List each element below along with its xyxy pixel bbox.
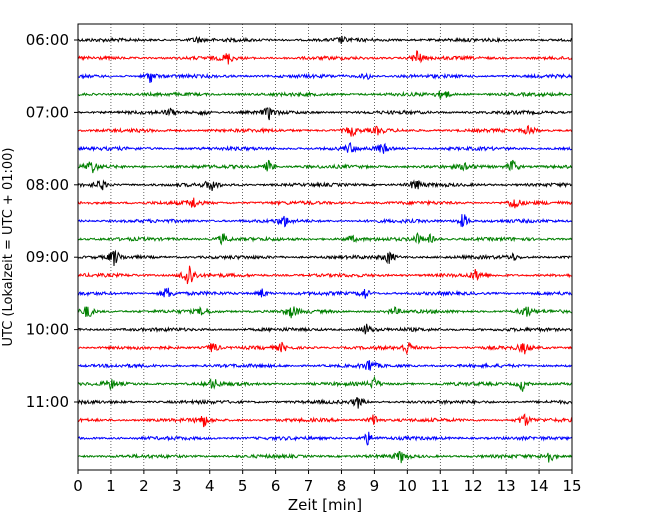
- y-axis-label: UTC (Lokalzeit = UTC + 01:00): [1, 148, 16, 347]
- y-tick-label-06:00: 06:00: [26, 31, 69, 49]
- vertical-gridlines: [110, 24, 540, 470]
- trace-1100: [77, 397, 573, 409]
- trace-1015: [77, 341, 573, 356]
- x-tick-label-8: 8: [337, 477, 347, 495]
- x-tick-label-14: 14: [530, 477, 549, 495]
- trace-0645: [77, 90, 573, 99]
- trace-1045: [77, 375, 573, 392]
- x-axis-label: Zeit [min]: [288, 496, 362, 514]
- trace-1030: [77, 360, 573, 371]
- trace-0900: [77, 249, 573, 266]
- x-tick-label-2: 2: [139, 477, 149, 495]
- trace-0830: [77, 214, 573, 228]
- x-tick-label-5: 5: [238, 477, 248, 495]
- x-tick-label-13: 13: [497, 477, 516, 495]
- trace-0915: [77, 265, 573, 285]
- x-tick-label-15: 15: [562, 477, 581, 495]
- x-tick-label-6: 6: [271, 477, 281, 495]
- trace-0815: [77, 197, 573, 209]
- trace-0730: [77, 142, 573, 154]
- trace-0930: [77, 287, 573, 299]
- x-tick-label-12: 12: [464, 477, 483, 495]
- y-tick-label-07:00: 07:00: [26, 103, 69, 121]
- x-tick-label-0: 0: [73, 477, 83, 495]
- x-tick-label-9: 9: [370, 477, 380, 495]
- plot-frame: [77, 23, 573, 471]
- y-tick-label-11:00: 11:00: [26, 393, 69, 411]
- x-tick-label-11: 11: [431, 477, 450, 495]
- trace-0845: [77, 232, 573, 246]
- trace-0700: [77, 107, 573, 121]
- trace-0600: [77, 35, 573, 44]
- trace-0630: [77, 72, 573, 83]
- y-tick-label-08:00: 08:00: [26, 176, 69, 194]
- trace-1145: [77, 450, 573, 464]
- x-axis-ticks: 0 1 2 3 4 5 6 7 8 9 10 11 12 13 14 15: [73, 470, 582, 495]
- trace-1000: [77, 323, 573, 335]
- trace-0615: [77, 50, 573, 65]
- x-tick-label-7: 7: [304, 477, 314, 495]
- x-tick-label-1: 1: [106, 477, 116, 495]
- y-tick-label-09:00: 09:00: [26, 248, 69, 266]
- seismogram-traces: [77, 35, 573, 464]
- x-tick-label-10: 10: [398, 477, 417, 495]
- x-tick-label-3: 3: [172, 477, 182, 495]
- trace-0800: [77, 179, 573, 191]
- y-tick-label-10:00: 10:00: [26, 321, 69, 339]
- y-axis-ticks: 06:00 07:00 08:00 09:00 10:00 11:00: [26, 31, 78, 411]
- trace-0945: [77, 305, 573, 319]
- trace-0745: [77, 159, 573, 174]
- trace-1115: [77, 413, 573, 428]
- trace-0715: [77, 124, 573, 138]
- x-tick-label-4: 4: [205, 477, 215, 495]
- trace-1130: [77, 431, 573, 446]
